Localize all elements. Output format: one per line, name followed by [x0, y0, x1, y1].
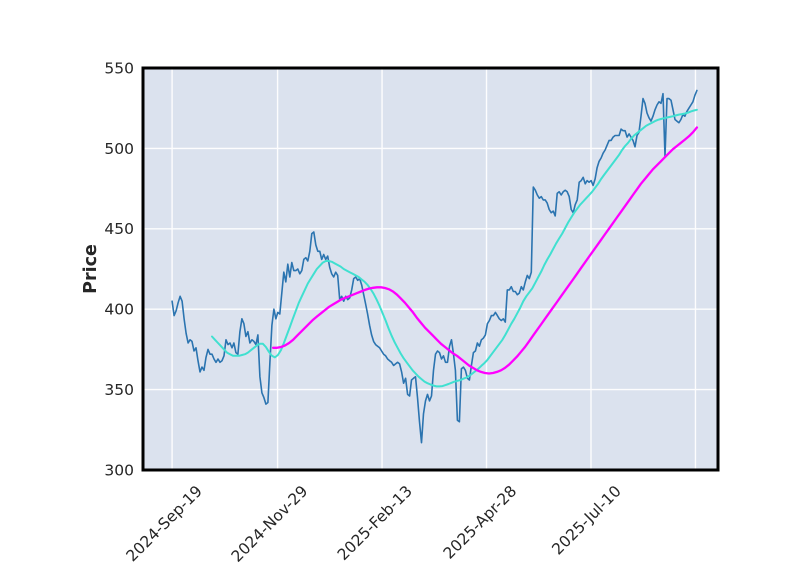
y-tick-label: 450 — [104, 220, 134, 238]
y-tick-label: 400 — [104, 301, 134, 319]
x-tick-label: 2025-Feb-13 — [334, 482, 416, 564]
y-axis-label: Price — [81, 244, 101, 294]
sma-50-line — [271, 126, 699, 375]
y-tick-label: 500 — [104, 140, 134, 158]
plot-background — [143, 68, 718, 470]
x-tick-label: 2024-Nov-29 — [228, 482, 312, 566]
y-tick-label: 550 — [104, 59, 134, 77]
y-tick-label: 300 — [104, 461, 134, 479]
price-line — [171, 89, 698, 444]
y-tick-label: 350 — [104, 381, 134, 399]
x-tick-label: 2025-Jul-10 — [549, 482, 625, 558]
axes-border — [141, 66, 720, 472]
x-tick-label: 2025-Apr-28 — [440, 482, 520, 562]
x-tick-label: 2024-Sep-19 — [123, 482, 206, 565]
x-tick-labels: 2024-Sep-19 2024-Nov-29 2025-Feb-13 2025-Ap… — [123, 482, 625, 566]
y-tick-labels: 300 350 400 450 500 550 — [104, 59, 134, 479]
sma-20-line — [211, 108, 698, 388]
